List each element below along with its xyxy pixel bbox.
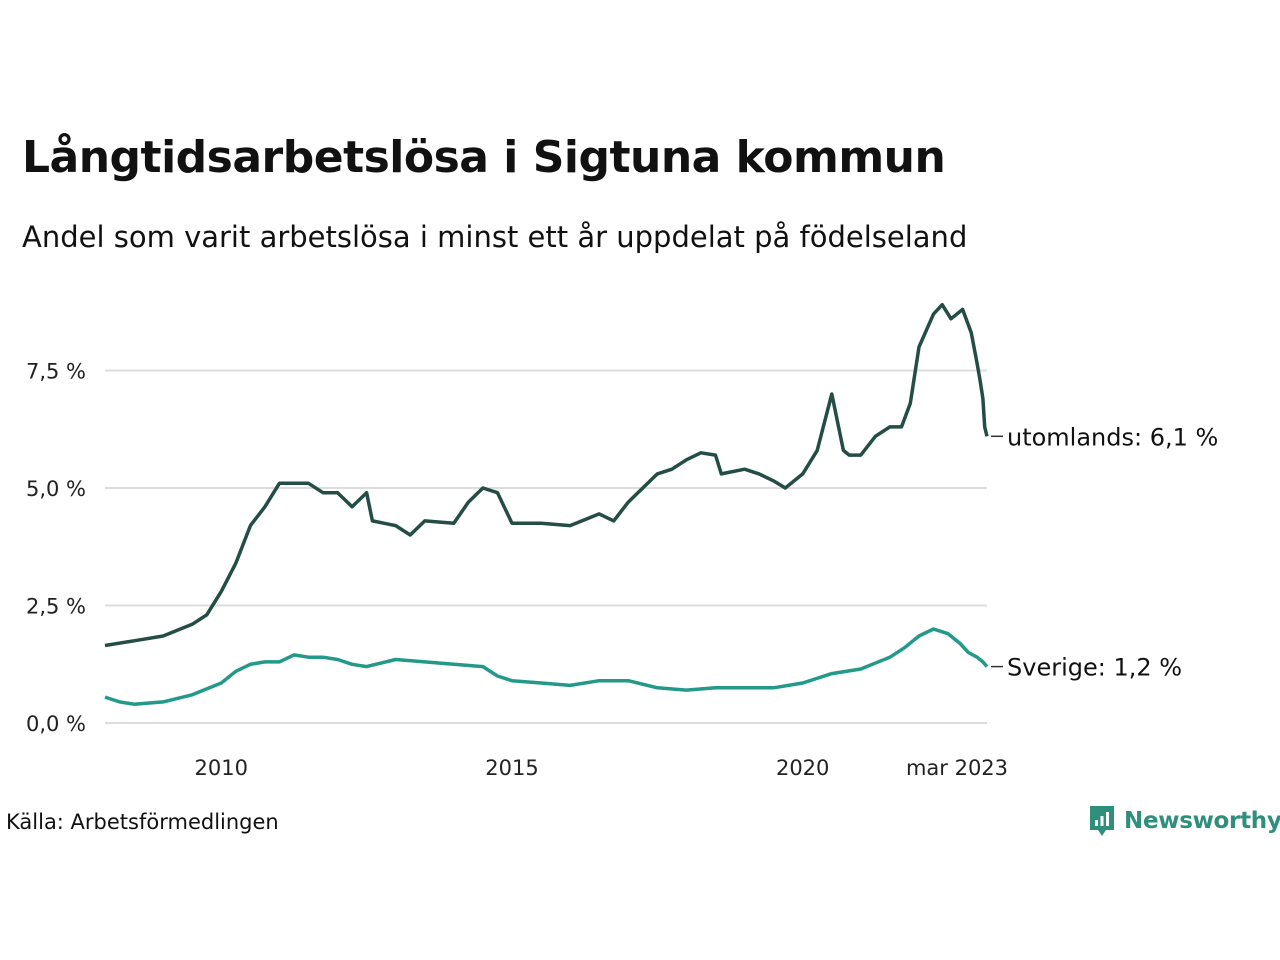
series-end-labels: utomlands: 6,1 % Sverige: 1,2 % [991,423,1218,682]
x-axis-labels: 2010 2015 2020 mar 2023 [195,756,1008,780]
series-line-utomlands [104,302,989,648]
end-label-sverige: Sverige: 1,2 % [1007,654,1182,682]
y-axis-labels: 0,0 % 2,5 % 5,0 % 7,5 % [26,360,86,737]
line-chart: 0,0 % 2,5 % 5,0 % 7,5 % 2010 2015 2020 mar 202… [26,302,1218,780]
y-tick-label: 5,0 % [26,477,86,501]
y-tick-label: 0,0 % [26,712,86,736]
brand-name: Newsworthy [1124,808,1280,834]
y-tick-label: 7,5 % [26,360,86,384]
chart-title: Långtidsarbetslösa i Sigtuna kommun [22,132,946,183]
newsworthy-logo-icon [1090,806,1114,836]
brand-logo: Newsworthy [1088,804,1280,838]
series-lines [104,302,989,706]
end-label-utomlands: utomlands: 6,1 % [1007,423,1218,451]
gridlines [105,369,987,724]
source-note: Källa: Arbetsförmedlingen [6,810,279,834]
y-tick-label: 2,5 % [26,595,86,619]
x-tick-label: 2020 [776,756,829,780]
x-tick-label: mar 2023 [906,756,1008,780]
chart-subtitle: Andel som varit arbetslösa i minst ett å… [22,220,968,254]
series-line-sverige [104,627,989,706]
x-tick-label: 2010 [195,756,248,780]
x-tick-label: 2015 [485,756,538,780]
